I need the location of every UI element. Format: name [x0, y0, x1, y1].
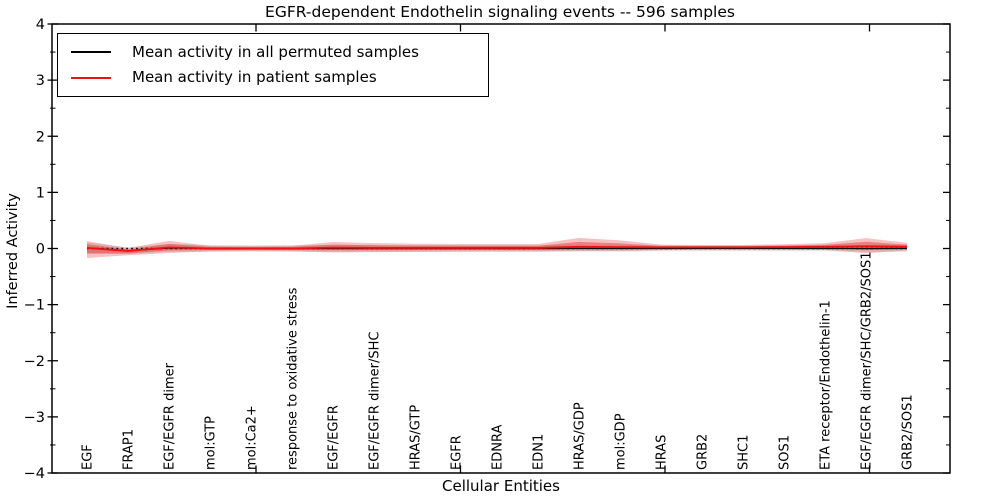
x-axis-label: Cellular Entities: [442, 477, 560, 495]
y-tick-label: 2: [36, 129, 45, 145]
x-tick-label: SOS1: [778, 435, 793, 470]
y-tick-label: −2: [24, 354, 45, 370]
chart-title: EGFR-dependent Endothelin signaling even…: [265, 3, 735, 21]
legend-line-red: [71, 76, 111, 79]
x-tick-label: EGF/EGFR dimer: [163, 362, 178, 470]
x-tick-label: GRB2/SOS1: [901, 394, 916, 470]
x-tick-label: mol:GDP: [614, 413, 629, 470]
x-tick-label: EDN1: [532, 434, 547, 470]
y-tick-label: 3: [36, 73, 45, 89]
x-tick-label: SHC1: [737, 435, 752, 470]
patient-mean-line: [86, 245, 908, 252]
legend-line-black: [71, 51, 111, 54]
x-tick-label: response to oxidative stress: [286, 287, 301, 470]
y-axis-ticks: 4 3 2 1 0 −1 −2 −3 −4: [24, 17, 950, 482]
y-tick-label: −4: [24, 466, 45, 482]
x-tick-label: HRAS/GTP: [409, 405, 424, 470]
legend-entry-permuted: Mean activity in all permuted samples: [71, 42, 488, 61]
legend-label-permuted: Mean activity in all permuted samples: [132, 42, 419, 61]
x-tick-label: ETA receptor/Endothelin-1: [819, 300, 834, 470]
x-tick-label: EGFR: [450, 435, 465, 470]
x-tick-label: GRB2: [696, 434, 711, 470]
y-tick-label: −3: [24, 410, 45, 426]
x-axis-ticks: [255, 24, 871, 473]
x-tick-label: EDNRA: [491, 425, 506, 470]
x-tick-label: EGF/EGFR dimer/SHC: [368, 332, 383, 470]
y-tick-label: 1: [36, 185, 45, 201]
y-tick-label: 0: [36, 242, 45, 258]
legend-entry-patient: Mean activity in patient samples: [71, 70, 488, 85]
x-tick-label: FRAP1: [122, 429, 137, 470]
x-tick-label: EGF/EGFR dimer/SHC/GRB2/SOS1: [860, 252, 875, 471]
legend: Mean activity in all permuted samples Me…: [57, 33, 489, 97]
x-tick-label: EGF: [81, 444, 96, 470]
y-tick-label: 4: [36, 17, 45, 33]
y-tick-label: −1: [24, 298, 45, 314]
x-tick-label: mol:Ca2+: [245, 405, 260, 470]
x-tick-label: mol:GTP: [204, 416, 219, 470]
x-tick-labels: EGF FRAP1 EGF/EGFR dimer mol:GTP mol:Ca2+ res…: [81, 252, 916, 471]
y-axis-label: Inferred Activity: [5, 193, 21, 309]
x-tick-label: HRAS: [655, 435, 670, 470]
x-tick-label: HRAS/GDP: [573, 402, 588, 470]
legend-label-patient: Mean activity in patient samples: [132, 68, 377, 87]
x-tick-label: EGF/EGFR: [327, 405, 342, 470]
